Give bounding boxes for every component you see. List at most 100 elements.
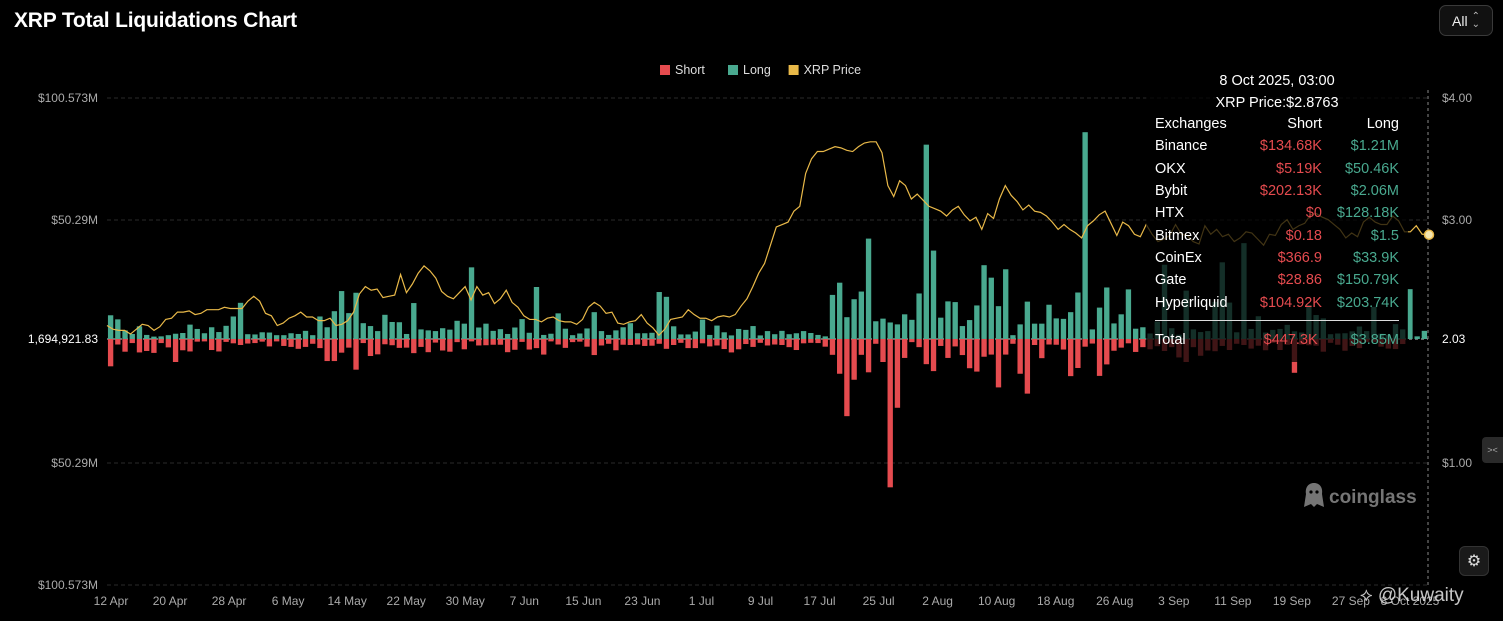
tooltip-row-gate: Gate $28.86 $150.79K — [1155, 269, 1399, 291]
long-bar — [865, 238, 872, 339]
x-axis-tick: 22 May — [387, 594, 426, 608]
short-bar — [122, 339, 128, 352]
long-bar — [685, 334, 691, 339]
short-bar — [107, 339, 114, 367]
long-bar — [569, 335, 576, 339]
long-bar — [483, 323, 489, 339]
long-bar — [526, 332, 532, 339]
long-bar — [1414, 336, 1420, 339]
long-bar — [735, 328, 742, 339]
long-bar — [411, 303, 417, 339]
long-bar — [1075, 292, 1081, 339]
long-bar — [793, 333, 800, 339]
short-bar — [1053, 339, 1059, 345]
x-axis-tick: 1 Jul — [689, 594, 714, 608]
tooltip-exchange-cell: HTX — [1155, 205, 1184, 222]
short-bar — [858, 339, 865, 355]
x-axis-tick: 2 Aug — [922, 594, 953, 608]
short-bar — [880, 339, 886, 362]
short-bar — [172, 339, 179, 362]
long-bar — [1003, 269, 1009, 339]
short-bar — [151, 339, 157, 353]
long-bar — [425, 330, 431, 339]
long-bar — [281, 335, 287, 339]
short-bar — [1089, 339, 1096, 344]
short-bar — [360, 339, 366, 344]
x-axis-tick: 8 Oct 2025 — [1381, 594, 1440, 608]
long-bar — [1039, 323, 1045, 339]
long-bar — [909, 319, 915, 339]
short-bar — [627, 339, 634, 345]
right-axis-tick: $4.00 — [1442, 91, 1472, 105]
long-bar — [880, 318, 886, 339]
long-bar — [1421, 330, 1428, 339]
long-bar — [938, 317, 944, 339]
short-bar — [959, 339, 966, 356]
time-range-label: All — [1452, 12, 1468, 29]
long-bar — [959, 326, 966, 339]
short-bar — [418, 339, 424, 347]
x-axis-tick: 26 Aug — [1096, 594, 1133, 608]
short-bar — [707, 339, 713, 347]
short-bar — [237, 339, 244, 345]
tooltip-long-cell: $1.21M — [1350, 138, 1399, 155]
long-bar — [1118, 314, 1124, 339]
short-bar — [764, 339, 771, 346]
short-bar — [1082, 339, 1088, 347]
tooltip-total-long: $3.85M — [1350, 332, 1399, 348]
collapse-panel-button[interactable]: >< — [1482, 437, 1503, 463]
time-range-select[interactable]: All ⌃ ⌄ — [1439, 5, 1493, 36]
tooltip-header-row: Exchanges Short Long — [1155, 113, 1399, 135]
long-bar — [642, 333, 648, 339]
long-bar — [194, 328, 200, 339]
long-bar — [692, 331, 698, 339]
short-bar — [346, 339, 352, 348]
long-bar — [360, 323, 366, 339]
short-bar — [815, 339, 821, 344]
short-bar — [1046, 339, 1052, 345]
short-bar — [670, 339, 677, 345]
short-bar — [685, 339, 691, 349]
tooltip-row-htx: HTX $0 $128.18K — [1155, 202, 1399, 224]
long-bar — [310, 335, 316, 339]
short-bar — [526, 339, 532, 350]
short-bar — [569, 339, 576, 343]
long-bar — [504, 333, 511, 339]
short-bar — [591, 339, 597, 356]
left-axis-tick: $50.29M — [51, 213, 98, 227]
long-bar — [707, 334, 713, 339]
tooltip-row-binance: Binance $134.68K $1.21M — [1155, 135, 1399, 157]
long-bar — [216, 332, 222, 339]
tooltip-long-cell: $50.46K — [1344, 160, 1399, 177]
short-bar — [930, 339, 937, 372]
long-bar — [418, 329, 424, 339]
long-bar — [1017, 324, 1023, 339]
short-bar — [266, 339, 273, 347]
short-bar — [1024, 339, 1031, 394]
chart-settings-button[interactable]: ⚙ — [1459, 546, 1489, 576]
long-bar — [497, 329, 504, 339]
long-bar — [353, 292, 359, 339]
long-bar — [656, 292, 662, 339]
tooltip-long-cell: $2.06M — [1350, 183, 1399, 200]
x-axis-tick: 7 Jun — [510, 594, 539, 608]
short-bar — [317, 339, 323, 349]
short-bar — [512, 339, 518, 350]
long-bar — [151, 336, 157, 339]
short-bar — [692, 339, 698, 349]
long-bar — [1125, 289, 1132, 339]
long-bar — [461, 323, 467, 339]
short-bar — [837, 339, 843, 374]
short-bar — [678, 339, 684, 343]
long-bar — [829, 294, 836, 339]
long-bar — [721, 332, 727, 339]
short-bar — [584, 339, 590, 347]
long-bar — [115, 319, 121, 339]
long-bar — [620, 327, 626, 339]
short-bar — [786, 339, 792, 348]
short-bar — [403, 339, 410, 348]
long-bar — [858, 291, 865, 339]
short-bar — [519, 339, 525, 342]
short-bar — [353, 339, 359, 370]
